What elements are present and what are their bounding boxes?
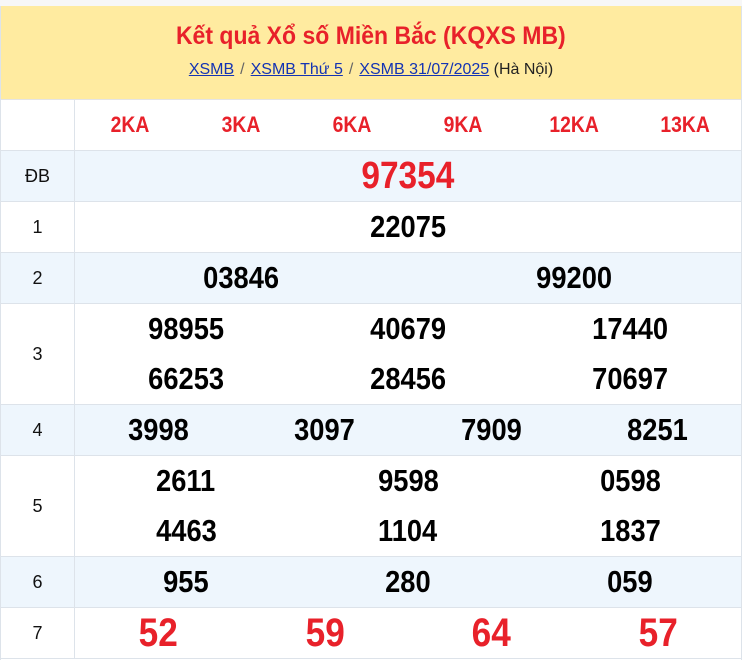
prize-row-0: ĐB 97354 <box>1 151 741 202</box>
code-cell: 3KA <box>186 100 297 150</box>
prize-number: 9598 <box>377 463 439 498</box>
prize-number: 40679 <box>370 311 446 346</box>
prize-number-cell: 280 <box>297 557 519 607</box>
prize-label: 7 <box>1 608 75 658</box>
prize-number-cell: 57 <box>575 608 742 658</box>
prize-number-cell: 2611 <box>75 456 297 506</box>
prize-number-cell: 99200 <box>408 253 741 303</box>
prize-number-cell: 59 <box>242 608 409 658</box>
breadcrumb: XSMB / XSMB Thứ 5/XSMB 31/07/2025 (Hà Nội) <box>188 61 554 78</box>
prize-number-cell: 3097 <box>242 405 409 455</box>
prize-number-cell: 52 <box>75 608 242 658</box>
code-text: 6KA <box>333 112 372 137</box>
prize-number: 280 <box>385 564 431 599</box>
prize-number: 28456 <box>370 361 446 396</box>
code-cell: 9KA <box>408 100 519 150</box>
prize-number: 98955 <box>148 311 224 346</box>
code-cell: 2KA <box>75 100 186 150</box>
prize-label: 3 <box>1 304 75 404</box>
prize-number-cell: 03846 <box>75 253 408 303</box>
code-cell: 6KA <box>297 100 408 150</box>
prize-row-5: 5 2611 9598 0598 4463 1104 1837 <box>1 456 741 557</box>
prize-number-cell: 1837 <box>519 506 741 556</box>
prize-number-cell: 28456 <box>297 354 519 404</box>
prize-number: 57 <box>638 610 678 655</box>
prize-number-cell: 22075 <box>75 202 741 252</box>
prize-label: 5 <box>1 456 75 556</box>
prize-label: 6 <box>1 557 75 607</box>
code-text: 2KA <box>111 112 150 137</box>
codes-row: 2KA 3KA 6KA 9KA 12KA 13KA <box>1 100 741 151</box>
prize-number: 8251 <box>627 412 689 447</box>
prize-number-cell: 059 <box>519 557 741 607</box>
code-text: 13KA <box>660 112 711 137</box>
prize-number: 955 <box>163 564 209 599</box>
prize-number-cell: 955 <box>75 557 297 607</box>
prize-number: 3998 <box>127 412 189 447</box>
prize-number: 4463 <box>155 513 217 548</box>
prize-number-cell: 66253 <box>75 354 297 404</box>
code-cell: 12KA <box>519 100 630 150</box>
prize-number: 1104 <box>378 513 438 548</box>
prize-number: 22075 <box>370 209 446 244</box>
prize-row-3: 3 98955 40679 17440 66253 28456 70697 <box>1 304 741 405</box>
prize-row-7: 7 52 59 64 57 <box>1 608 741 659</box>
prize-number: 7909 <box>460 412 522 447</box>
prize-number: 70697 <box>592 361 668 396</box>
breadcrumb-xsmb-date[interactable]: XSMB 31/07/2025 <box>359 61 490 78</box>
prize-label: 4 <box>1 405 75 455</box>
prize-number-cell: 0598 <box>519 456 741 506</box>
prize-number-cell: 17440 <box>519 304 741 354</box>
prize-number: 66253 <box>148 361 224 396</box>
prize-number-cell: 8251 <box>575 405 742 455</box>
breadcrumb-xsmb[interactable]: XSMB <box>188 61 235 78</box>
prize-row-2: 2 03846 99200 <box>1 253 741 304</box>
prize-number: 1837 <box>599 513 661 548</box>
code-text: 9KA <box>444 112 483 137</box>
prize-label: 2 <box>1 253 75 303</box>
breadcrumb-xsmb-thu-5[interactable]: XSMB Thứ 5 <box>250 61 343 78</box>
prize-number-cell: 7909 <box>408 405 575 455</box>
prize-row-1: 1 22075 <box>1 202 741 253</box>
page-title: Kết quả Xổ số Miền Bắc (KQXS MB) <box>176 22 566 50</box>
prize-number: 03846 <box>203 260 280 295</box>
prize-row-4: 4 3998 3097 7909 8251 <box>1 405 741 456</box>
prize-number-cell: 1104 <box>297 506 519 556</box>
code-cell: 13KA <box>630 100 741 150</box>
results-header: Kết quả Xổ số Miền Bắc (KQXS MB) XSMB / XS… <box>1 6 741 100</box>
code-text: 12KA <box>549 112 600 137</box>
prize-number-cell: 98955 <box>75 304 297 354</box>
prize-number: 52 <box>138 610 178 655</box>
prize-number-cell: 70697 <box>519 354 741 404</box>
prize-number-cell: 64 <box>408 608 575 658</box>
region-label: (Hà Nội) <box>493 61 554 78</box>
code-text: 3KA <box>222 112 261 137</box>
prize-number: 17440 <box>592 311 668 346</box>
prize-number-cell: 3998 <box>75 405 242 455</box>
results-table: Kết quả Xổ số Miền Bắc (KQXS MB) XSMB / XS… <box>0 6 742 660</box>
prize-number-cell: 9598 <box>297 456 519 506</box>
prize-label: 1 <box>1 202 75 252</box>
prize-row-6: 6 955 280 059 <box>1 557 741 608</box>
prize-label: ĐB <box>1 151 75 201</box>
prize-number: 64 <box>471 610 511 655</box>
prize-number-cell: 40679 <box>297 304 519 354</box>
prize-number: 59 <box>305 610 345 655</box>
prize-number-cell: 97354 <box>75 151 741 201</box>
prize-number: 99200 <box>536 260 613 295</box>
prize-number-cell: 4463 <box>75 506 297 556</box>
prize-number: 059 <box>607 564 653 599</box>
prize-number: 0598 <box>599 463 661 498</box>
prize-number: 3097 <box>294 412 356 447</box>
prize-number: 97354 <box>361 154 455 197</box>
prize-number: 2611 <box>156 463 216 498</box>
